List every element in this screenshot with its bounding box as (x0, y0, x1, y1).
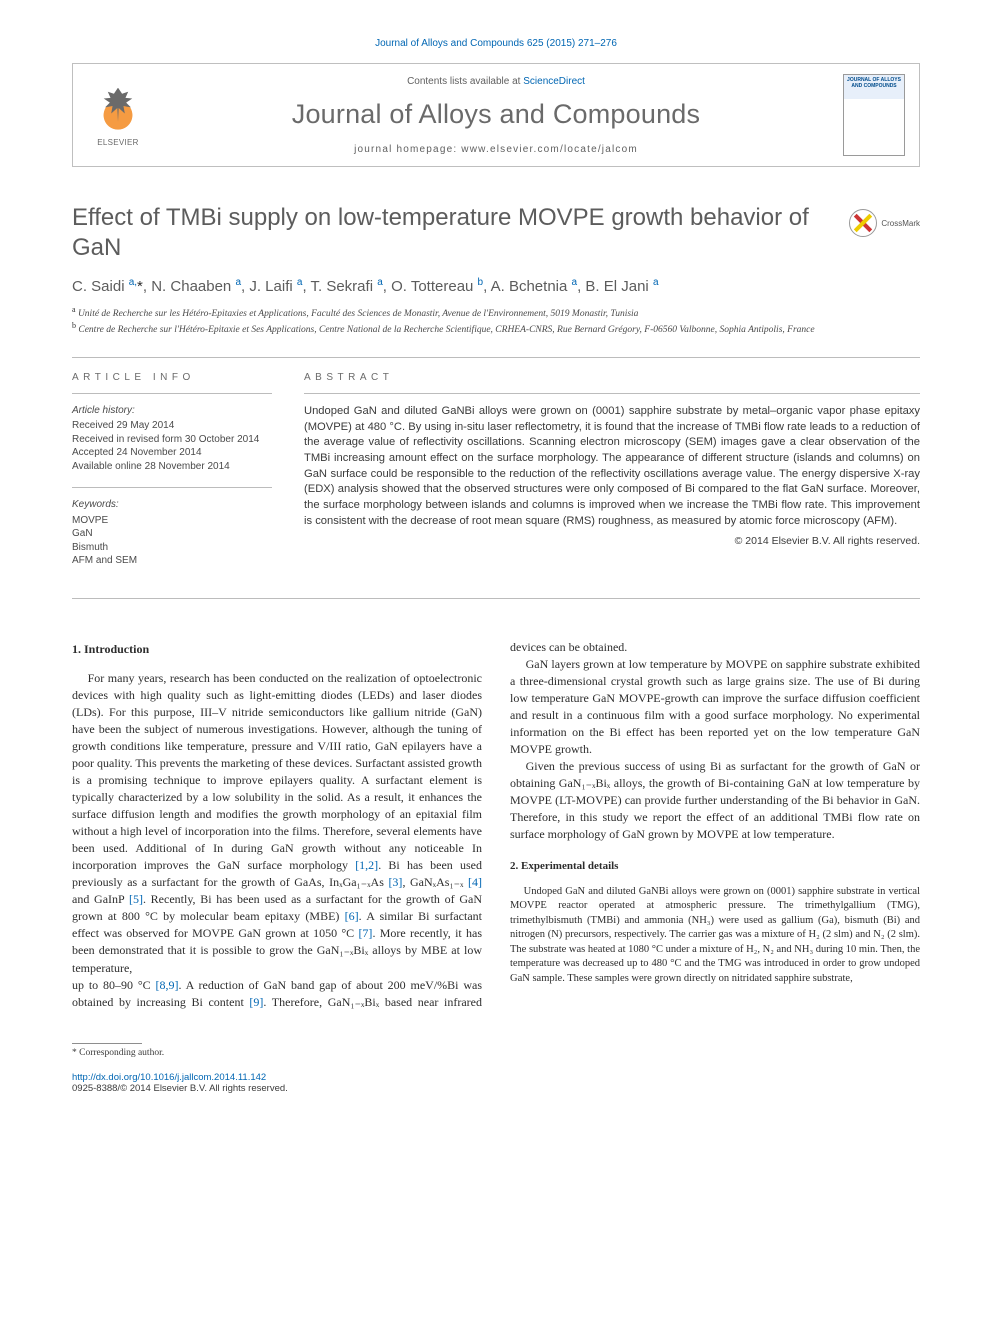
homepage-prefix: journal homepage: (354, 144, 461, 155)
cite-8-9[interactable]: [8,9] (156, 978, 179, 992)
intro-heading: 1. Introduction (72, 641, 482, 658)
homepage-url[interactable]: www.elsevier.com/locate/jalcom (461, 144, 638, 155)
history-revised: Received in revised form 30 October 2014 (72, 433, 272, 447)
article-history-block: Article history: Received 29 May 2014 Re… (72, 404, 272, 474)
article-info-column: ARTICLE INFO Article history: Received 2… (72, 372, 272, 582)
intro-paragraph-4: Given the previous success of using Bi a… (510, 758, 920, 843)
homepage-line: journal homepage: www.elsevier.com/locat… (163, 144, 829, 155)
contents-lists-line: Contents lists available at ScienceDirec… (163, 76, 829, 87)
issn-copyright: 0925-8388/© 2014 Elsevier B.V. All right… (72, 1083, 920, 1094)
article-history-label: Article history: (72, 404, 272, 418)
corresponding-author-footnote: * Corresponding author. (72, 1043, 920, 1058)
abstract-column: ABSTRACT Undoped GaN and diluted GaNBi a… (304, 372, 920, 582)
journal-cover-thumb: JOURNAL OF ALLOYS AND COMPOUNDS (843, 74, 905, 156)
cite-4[interactable]: [4] (468, 875, 482, 889)
info-rule-2 (72, 487, 272, 488)
abstract-heading: ABSTRACT (304, 372, 920, 383)
history-accepted: Accepted 24 November 2014 (72, 446, 272, 460)
keyword-4: AFM and SEM (72, 554, 272, 568)
cite-9[interactable]: [9] (249, 995, 263, 1009)
affiliation-b: b Centre de Recherche sur l'Hétéro-Epita… (72, 321, 920, 337)
keyword-2: GaN (72, 527, 272, 541)
elsevier-tree-icon (92, 84, 144, 136)
keywords-label: Keywords: (72, 498, 272, 512)
keyword-1: MOVPE (72, 514, 272, 528)
cite-5[interactable]: [5] (129, 892, 143, 906)
crossmark-badge[interactable]: CrossMark (849, 209, 920, 237)
abstract-text: Undoped GaN and diluted GaNBi alloys wer… (304, 404, 920, 529)
cite-3[interactable]: [3] (388, 875, 402, 889)
body-two-column: 1. Introduction For many years, research… (72, 639, 920, 1011)
journal-meta-box: ELSEVIER Contents lists available at Sci… (72, 63, 920, 167)
running-header: Journal of Alloys and Compounds 625 (201… (72, 38, 920, 49)
abstract-rule (304, 393, 920, 394)
abstract-copyright: © 2014 Elsevier B.V. All rights reserved… (304, 535, 920, 547)
doi-link[interactable]: http://dx.doi.org/10.1016/j.jallcom.2014… (72, 1072, 920, 1083)
keyword-3: Bismuth (72, 541, 272, 555)
article-title: Effect of TMBi supply on low-temperature… (72, 203, 833, 263)
journal-name: Journal of Alloys and Compounds (163, 99, 829, 130)
contents-prefix: Contents lists available at (407, 76, 523, 87)
crossmark-icon (849, 209, 877, 237)
keywords-block: Keywords: MOVPE GaN Bismuth AFM and SEM (72, 498, 272, 568)
crossmark-label: CrossMark (881, 219, 920, 228)
meta-center: Contents lists available at ScienceDirec… (163, 76, 829, 155)
history-online: Available online 28 November 2014 (72, 460, 272, 474)
article-info-heading: ARTICLE INFO (72, 372, 272, 383)
affiliation-a: a Unité de Recherche sur les Hétéro-Epit… (72, 305, 920, 321)
cite-1-2[interactable]: [1,2] (355, 858, 378, 872)
intro-paragraph-3: GaN layers grown at low temperature by M… (510, 656, 920, 758)
affiliations: a Unité de Recherche sur les Hétéro-Epit… (72, 305, 920, 337)
cover-thumb-title: JOURNAL OF ALLOYS AND COMPOUNDS (844, 78, 904, 89)
experimental-heading: 2. Experimental details (510, 859, 920, 875)
author-list: C. Saidi a,*, N. Chaaben a, J. Laifi a, … (72, 277, 920, 295)
history-received: Received 29 May 2014 (72, 419, 272, 433)
intro-paragraph-1: For many years, research has been conduc… (72, 670, 482, 977)
elsevier-wordmark: ELSEVIER (97, 138, 139, 147)
info-rule-1 (72, 393, 272, 394)
cite-7[interactable]: [7] (358, 926, 372, 940)
elsevier-logo: ELSEVIER (87, 80, 149, 150)
footer-block: * Corresponding author. http://dx.doi.or… (72, 1037, 920, 1094)
sciencedirect-link[interactable]: ScienceDirect (523, 76, 585, 87)
cite-6[interactable]: [6] (345, 909, 359, 923)
experimental-paragraph-1: Undoped GaN and diluted GaNBi alloys wer… (510, 885, 920, 986)
rule-bottom (72, 598, 920, 599)
